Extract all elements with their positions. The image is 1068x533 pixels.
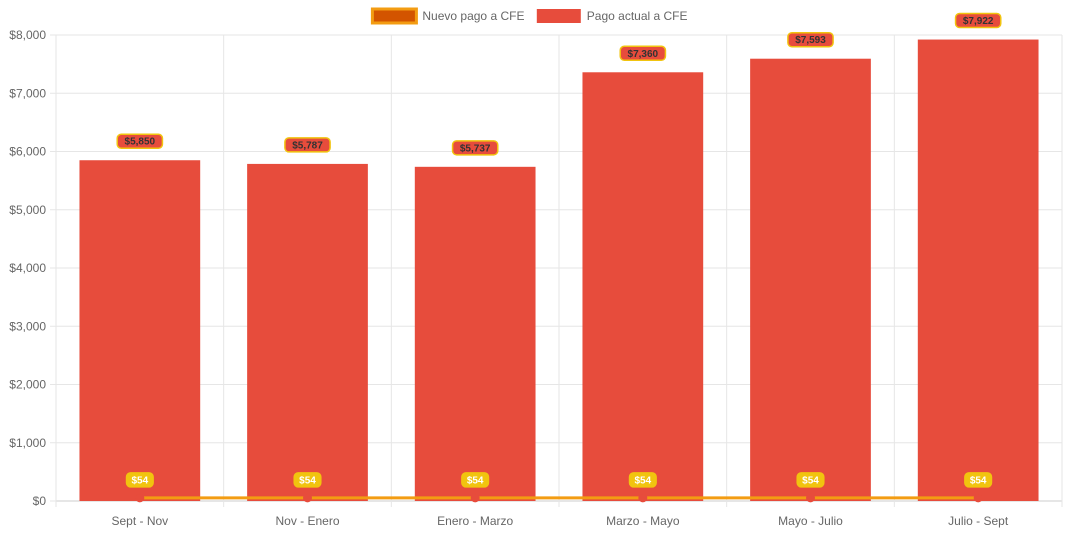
data-label-text: $54 xyxy=(131,475,148,486)
data-label: $54 xyxy=(628,472,657,488)
data-label-box xyxy=(954,12,1002,29)
data-label-box xyxy=(628,472,657,488)
data-label-box xyxy=(284,137,331,153)
x-tick-label: Enero - Marzo xyxy=(437,514,513,528)
data-label: $54 xyxy=(796,472,825,488)
y-tick-label: $6,000 xyxy=(9,145,46,159)
data-label: $54 xyxy=(125,472,154,488)
bar xyxy=(247,163,368,501)
data-label: $7,593 xyxy=(787,31,834,48)
axis-layer: $0 $1,000 $2,000 $3,000 $4,000 $5,000 $6,000 $7… xyxy=(9,28,1009,528)
x-tick-label: Nov - Enero xyxy=(275,514,339,528)
data-label-box xyxy=(964,472,993,488)
grid-layer xyxy=(55,34,1063,507)
bar xyxy=(79,160,201,502)
legend: Nuevo pago a CFE Pago actual a CFE xyxy=(370,7,688,25)
data-label-box xyxy=(451,140,499,156)
data-label-box xyxy=(619,45,667,62)
data-label-text: $7,922 xyxy=(963,16,994,27)
data-label-box xyxy=(787,31,834,48)
data-label-text: $5,787 xyxy=(292,140,323,151)
x-tick-label: Marzo - Mayo xyxy=(606,514,680,528)
legend-label: Pago actual a CFE xyxy=(587,9,688,23)
data-label-text: $7,593 xyxy=(795,35,826,46)
data-label: $54 xyxy=(964,472,993,488)
legend-label: Nuevo pago a CFE xyxy=(422,9,524,23)
data-label-text: $5,850 xyxy=(125,137,156,148)
line-point xyxy=(303,493,312,503)
data-label-box xyxy=(116,133,164,149)
line-layer xyxy=(135,493,983,503)
y-tick-label: $0 xyxy=(33,494,47,508)
data-label: $5,787 xyxy=(284,137,331,153)
y-tick-label: $5,000 xyxy=(9,203,46,217)
x-tick-label: Sept - Nov xyxy=(111,514,168,528)
data-label-text: $7,360 xyxy=(628,49,659,60)
data-label: $54 xyxy=(461,472,490,488)
y-tick-label: $7,000 xyxy=(9,86,46,100)
data-label: $7,360 xyxy=(619,45,667,62)
legend-item: Pago actual a CFE xyxy=(536,9,688,23)
y-tick-label: $4,000 xyxy=(9,261,46,275)
x-tick-label: Mayo - Julio xyxy=(778,514,843,528)
y-tick-label: $1,000 xyxy=(9,436,46,450)
data-label-box xyxy=(461,472,490,488)
bar xyxy=(582,72,704,501)
bar xyxy=(414,166,536,501)
data-label: $54 xyxy=(293,472,322,488)
line-point xyxy=(638,493,648,503)
data-label-box xyxy=(293,472,322,488)
data-label-text: $54 xyxy=(634,475,651,486)
bar xyxy=(917,39,1039,502)
line-point xyxy=(135,493,145,503)
x-tick-label: Julio - Sept xyxy=(948,514,1009,528)
y-tick-label: $8,000 xyxy=(9,28,46,42)
line-point xyxy=(470,493,480,503)
data-label: $5,850 xyxy=(116,133,164,149)
line-point xyxy=(806,493,815,503)
bar-layer xyxy=(79,39,1039,502)
data-label-box xyxy=(125,472,154,488)
data-label-text: $54 xyxy=(802,475,819,486)
y-tick-label: $2,000 xyxy=(9,378,46,392)
y-tick-label: $3,000 xyxy=(9,319,46,333)
data-label-text: $54 xyxy=(467,475,484,486)
data-label-text: $54 xyxy=(970,475,987,486)
legend-swatch xyxy=(536,9,581,23)
bar xyxy=(750,58,871,501)
line-point xyxy=(973,493,983,503)
legend-item: Nuevo pago a CFE xyxy=(370,7,524,25)
data-label-text: $5,737 xyxy=(460,143,491,154)
data-label: $5,737 xyxy=(451,140,499,156)
data-label-text: $54 xyxy=(299,475,316,486)
data-label: $7,922 xyxy=(954,12,1002,29)
data-label-layer: $5,850 $5,787 $5,737 $7,360 $7,593 $7,922 $54 $… xyxy=(116,12,1002,488)
data-label-box xyxy=(796,472,825,488)
legend-swatch xyxy=(370,7,418,25)
